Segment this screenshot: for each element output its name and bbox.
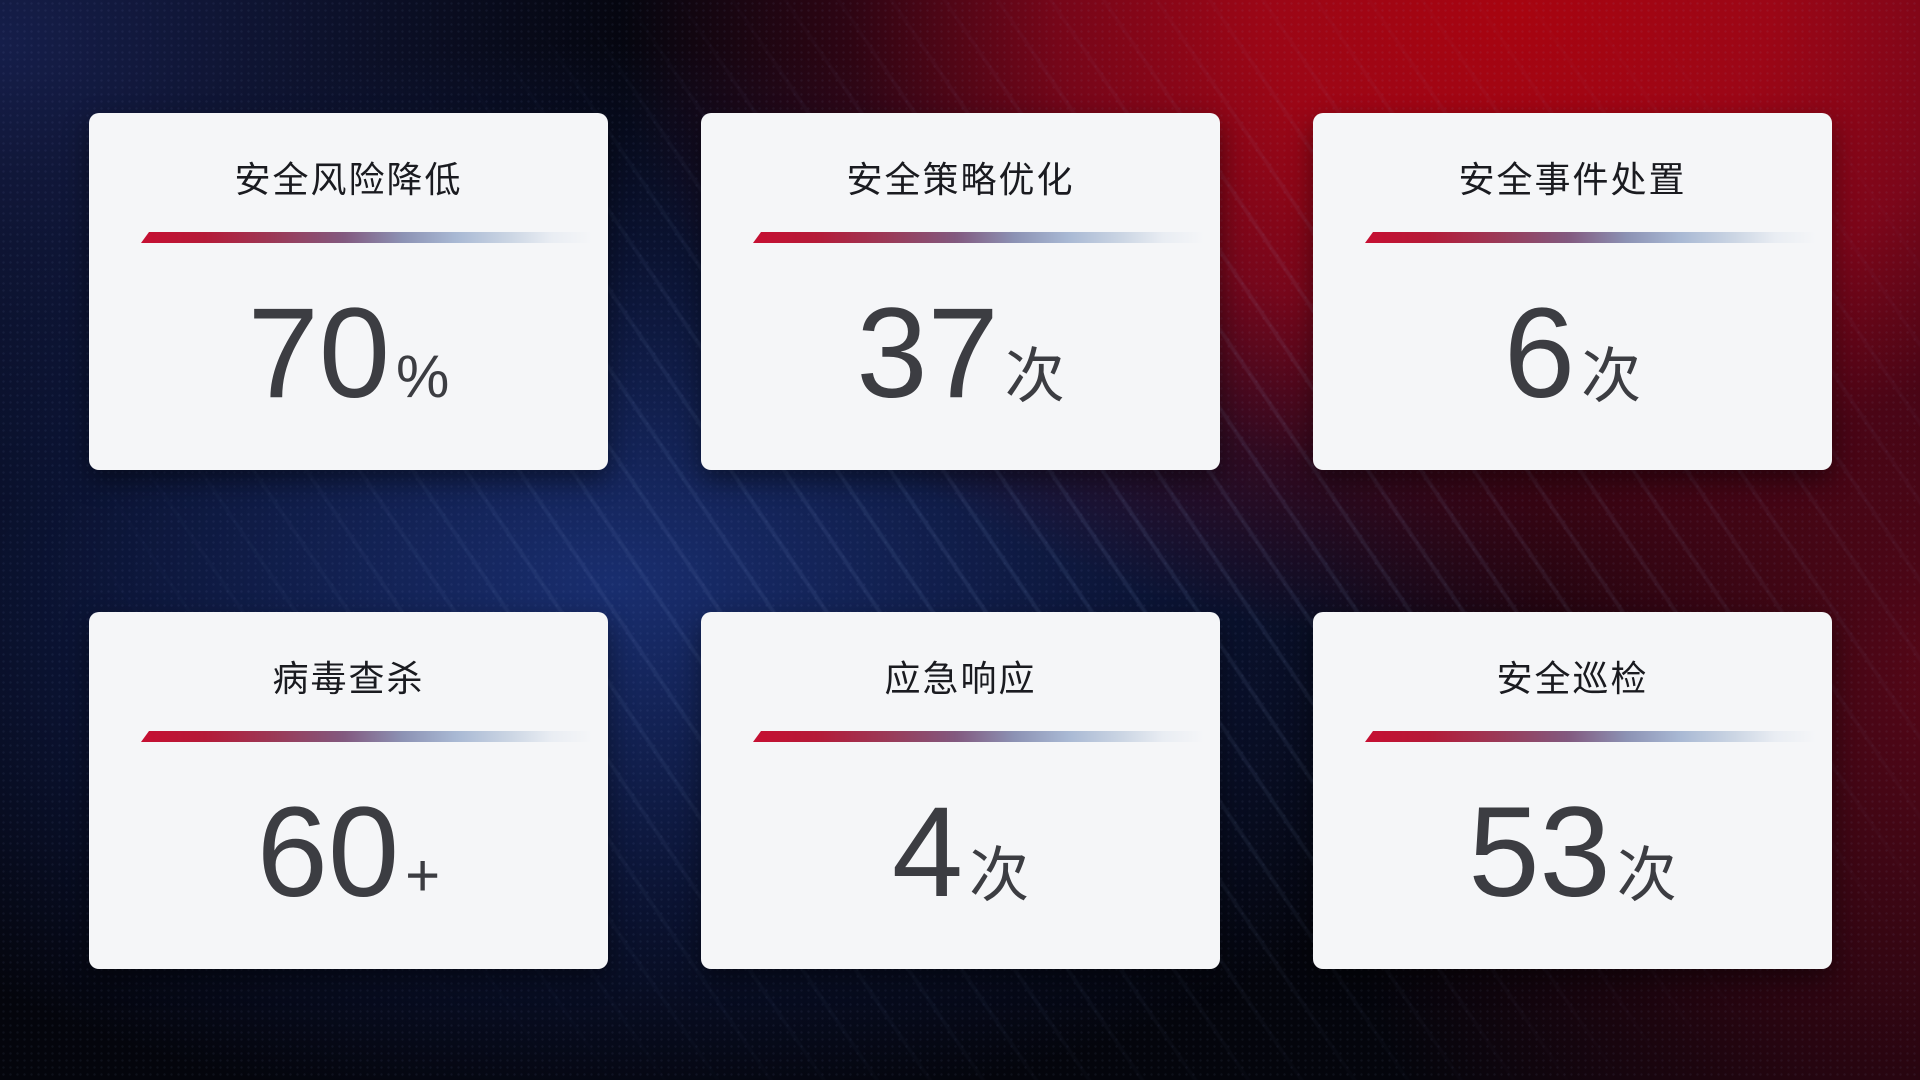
stat-value-number: 4	[891, 781, 964, 924]
stat-value-number: 53	[1468, 781, 1611, 924]
stat-value-unit: %	[396, 343, 450, 410]
stat-value-number: 37	[856, 282, 999, 425]
stat-card-title: 安全事件处置	[1458, 159, 1687, 200]
stat-card: 病毒查杀 60 +	[89, 612, 608, 969]
stat-card-value: 60 +	[89, 789, 608, 917]
divider-accent-bar	[1365, 731, 1816, 742]
divider-accent-bar	[753, 232, 1204, 243]
divider-accent-bar	[1365, 232, 1816, 243]
stat-card: 安全风险降低 70 %	[89, 113, 608, 470]
stat-value-unit: 次	[969, 842, 1030, 909]
stat-card-value: 4 次	[701, 789, 1220, 917]
stat-card: 安全巡检 53 次	[1313, 612, 1832, 969]
stat-card-value: 6 次	[1313, 290, 1832, 418]
stat-card-value: 70 %	[89, 290, 608, 418]
divider-accent-bar	[753, 731, 1204, 742]
stat-value-unit: 次	[1004, 343, 1065, 410]
stat-card: 安全事件处置 6 次	[1313, 113, 1832, 470]
stat-card-value: 37 次	[701, 290, 1220, 418]
stat-card: 应急响应 4 次	[701, 612, 1220, 969]
divider-accent-bar	[141, 731, 592, 742]
stat-value-unit: 次	[1581, 343, 1642, 410]
stats-grid: 安全风险降低 70 % 安全策略优化 37 次 安全事件处置 6 次 病毒查杀 …	[89, 113, 1832, 969]
stat-value-number: 6	[1503, 282, 1576, 425]
stat-value-unit: +	[405, 842, 441, 909]
stat-value-number: 70	[247, 282, 390, 425]
stat-card-title: 安全巡检	[1496, 658, 1649, 699]
stat-card: 安全策略优化 37 次	[701, 113, 1220, 470]
stat-card-value: 53 次	[1313, 789, 1832, 917]
stat-value-number: 60	[256, 781, 400, 924]
stat-card-title: 病毒查杀	[272, 658, 425, 699]
stat-card-title: 安全策略优化	[846, 159, 1075, 200]
divider-accent-bar	[141, 232, 592, 243]
stat-card-title: 安全风险降低	[234, 159, 463, 200]
stat-card-title: 应急响应	[884, 658, 1037, 699]
stat-value-unit: 次	[1616, 842, 1677, 909]
